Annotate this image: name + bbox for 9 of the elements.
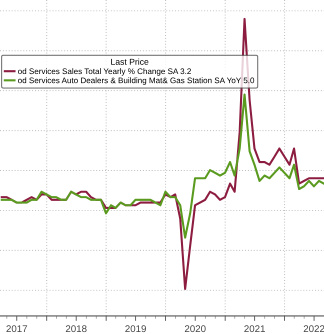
legend-label: od Services Auto Dealers & Building Mat& Gas Station SA YoY 5.0 bbox=[18, 77, 254, 85]
x-tick-label: 2020 bbox=[184, 325, 206, 332]
legend-title: Last Price bbox=[111, 58, 148, 65]
x-tick-label: 2019 bbox=[125, 325, 146, 332]
x-tick-label: 2021 bbox=[244, 325, 265, 332]
x-tick-label: 2018 bbox=[66, 325, 87, 332]
x-tick-label: 2017 bbox=[6, 325, 28, 332]
legend-label: od Services Sales Total Yearly % Change SA 3.2 bbox=[18, 68, 191, 76]
x-tick-label: 2022 bbox=[304, 325, 324, 332]
